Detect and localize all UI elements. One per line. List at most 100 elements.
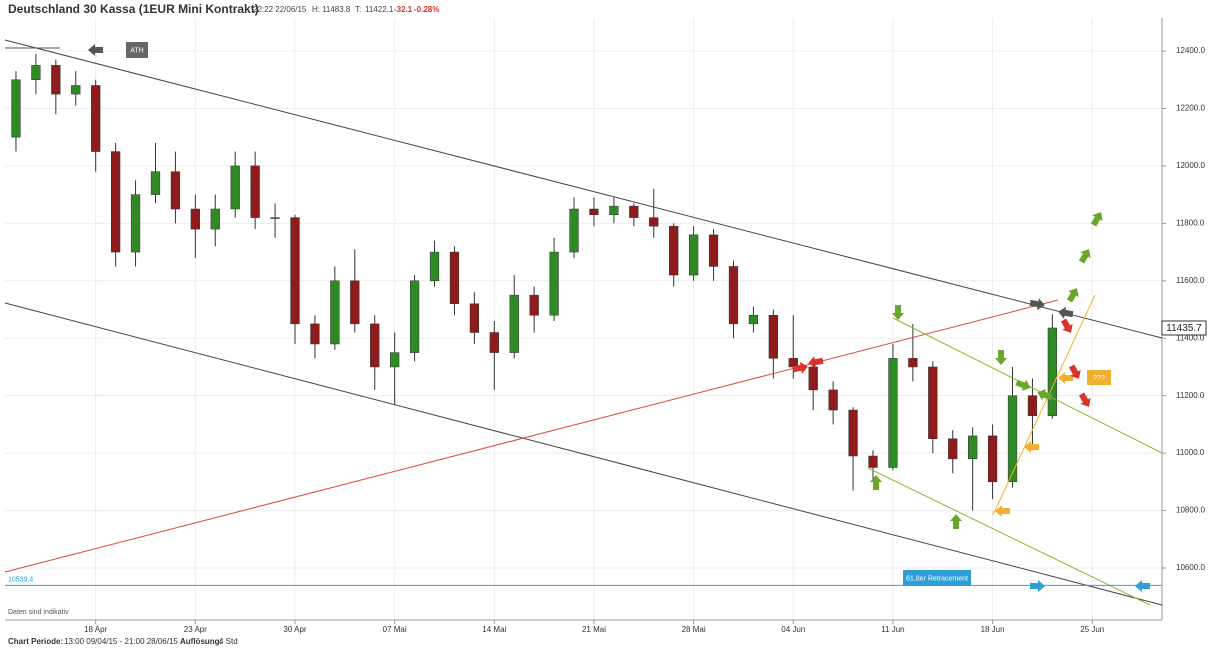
chart-title: Deutschland 30 Kassa (1EUR Mini Kontrakt… <box>8 2 259 16</box>
candle-body <box>51 65 61 95</box>
candle-body <box>11 79 21 138</box>
timestamp: 22:22 22/06/15 <box>253 5 307 14</box>
level-label: 10539.4 <box>8 576 33 583</box>
candle-body <box>968 435 978 460</box>
candle-body <box>449 251 460 305</box>
candle-body <box>549 251 559 316</box>
high-label: H: <box>312 5 320 14</box>
arrow <box>892 305 904 320</box>
y-tick-label: 12400.0 <box>1176 46 1205 55</box>
candle-body <box>250 165 260 218</box>
x-tick-label: 23 Apr <box>184 625 207 634</box>
candle-body <box>310 323 320 345</box>
arrow <box>1076 390 1095 410</box>
annotation-box <box>903 570 971 586</box>
trend-lines <box>4 39 1163 606</box>
day-high: 11483.8 <box>322 5 351 14</box>
candle-body <box>270 217 280 219</box>
arrow <box>1029 296 1046 312</box>
candle-body <box>848 409 858 457</box>
y-tick-label: 11400.0 <box>1176 333 1205 342</box>
arrow <box>1135 580 1150 592</box>
candle-body <box>230 165 240 210</box>
y-tick-label: 10800.0 <box>1176 506 1205 515</box>
trend-line <box>4 302 1163 606</box>
resolution-label: Auflösung: <box>180 637 222 646</box>
candle-body <box>1007 395 1018 483</box>
arrow <box>1076 246 1095 266</box>
candle-body <box>290 217 300 325</box>
candle-body <box>828 389 838 411</box>
annotation: ??? <box>1093 375 1105 382</box>
price-tag <box>1161 320 1207 336</box>
candle-body <box>708 234 719 267</box>
trend-line <box>4 299 1059 573</box>
candle-body <box>31 65 41 81</box>
candle-body <box>768 315 778 359</box>
arrow <box>1057 305 1074 321</box>
candle-body <box>71 85 81 95</box>
arrow <box>870 475 882 490</box>
y-tick-label: 11600.0 <box>1176 276 1205 285</box>
arrow <box>1058 372 1073 384</box>
candle-body <box>1047 327 1058 417</box>
annotation-box <box>126 42 148 58</box>
arrow <box>950 514 962 529</box>
trend-line <box>992 294 1096 516</box>
x-tick-label: 04 Jun <box>781 625 805 634</box>
price-tag-label: 11435.7 <box>1166 323 1202 334</box>
period: 13:00 09/04/15 - 21:00 28/06/15 <box>64 637 178 646</box>
candle-body <box>190 208 200 230</box>
x-tick-label: 30 Apr <box>283 625 306 634</box>
candle-body <box>948 438 958 460</box>
y-tick-label: 12000.0 <box>1176 161 1205 170</box>
candle-body <box>908 358 918 368</box>
x-tick-label: 21 Mai <box>582 625 606 634</box>
candle-body <box>629 205 639 218</box>
y-tick-label: 10600.0 <box>1176 563 1205 572</box>
candle-body <box>170 171 181 210</box>
arrow <box>1030 580 1045 592</box>
y-tick-label: 11800.0 <box>1176 218 1205 227</box>
y-tick-label: 11000.0 <box>1176 448 1205 457</box>
arrow <box>1058 316 1077 336</box>
candle-body <box>987 435 998 483</box>
candles <box>11 53 1058 511</box>
arrow <box>1088 209 1107 229</box>
candle-body <box>150 171 161 195</box>
change: -32.1 <box>394 5 413 14</box>
x-tick-label: 11 Jun <box>881 625 904 634</box>
candle-body <box>409 280 420 353</box>
candle-body <box>370 323 380 368</box>
candle-body <box>330 280 340 345</box>
candle-body <box>748 315 759 325</box>
annotation: ATH <box>130 47 143 54</box>
grid <box>5 18 1162 620</box>
trend-line <box>4 39 1163 339</box>
annotation: 61,8er Retracement <box>906 575 968 582</box>
y-tick-label: 12200.0 <box>1176 104 1205 113</box>
arrow <box>1014 376 1033 394</box>
candle-body <box>210 208 220 230</box>
candle-body <box>91 85 101 152</box>
candle-body <box>429 251 440 282</box>
candle-body <box>589 208 599 215</box>
candle-body <box>509 294 519 353</box>
candle-body <box>669 225 679 276</box>
period-label: Chart Periode: <box>8 637 63 646</box>
change-pct: -0.28% <box>414 5 439 14</box>
candle-body <box>868 455 878 468</box>
y-tick-label: 11200.0 <box>1176 391 1205 400</box>
candle-body <box>888 358 898 468</box>
candle-body <box>808 366 818 391</box>
candle-body <box>469 303 480 333</box>
candle-body <box>110 151 121 253</box>
x-tick-label: 18 Apr <box>84 625 107 634</box>
candle-body <box>928 366 938 440</box>
candle-body <box>569 208 579 253</box>
resolution: 4 Std <box>219 637 238 646</box>
candle-body <box>1027 395 1038 417</box>
candle-body <box>609 205 619 215</box>
x-tick-label: 25 Jun <box>1080 625 1104 634</box>
